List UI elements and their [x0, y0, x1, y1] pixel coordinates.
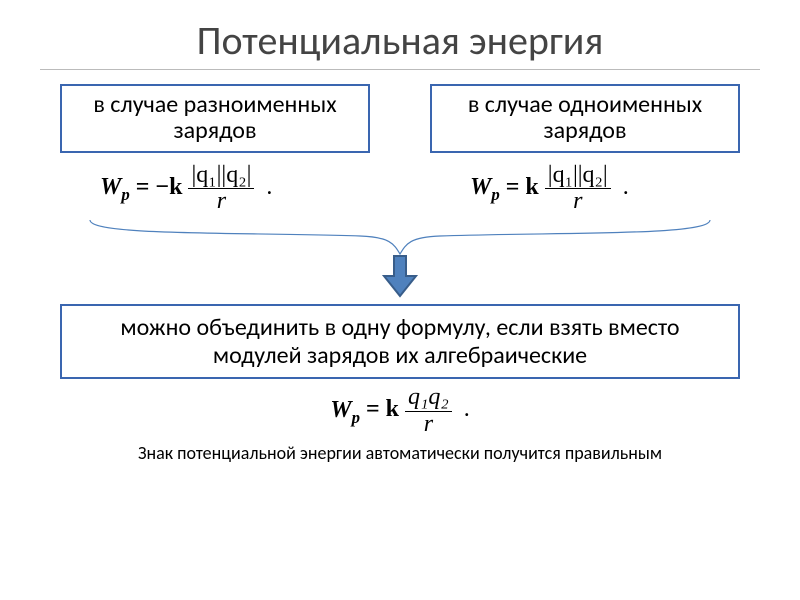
box-same-charges: в случае одноименных зарядов [430, 84, 740, 153]
box-combined: можно объединить в одну формулу, если вз… [60, 304, 740, 379]
formula-row: Wp = −k |q₁||q₂|r . Wp = k |q₁||q₂|r . [0, 153, 800, 214]
slide-title: Потенциальная энергия [40, 0, 760, 70]
case-columns: в случае разноименных зарядов в случае о… [0, 70, 800, 153]
formula-same: Wp = k |q₁||q₂|r . [430, 163, 740, 214]
merge-bracket [60, 214, 740, 258]
arrow-down-icon [380, 254, 420, 298]
formula-combined: Wp = k q₁q₂r . [0, 379, 800, 436]
formula-opposite: Wp = −k |q₁||q₂|r . [60, 163, 370, 214]
footnote-text: Знак потенциальной энергии автоматически… [0, 437, 800, 464]
curly-brace-icon [60, 214, 740, 258]
box-opposite-charges: в случае разноименных зарядов [60, 84, 370, 153]
